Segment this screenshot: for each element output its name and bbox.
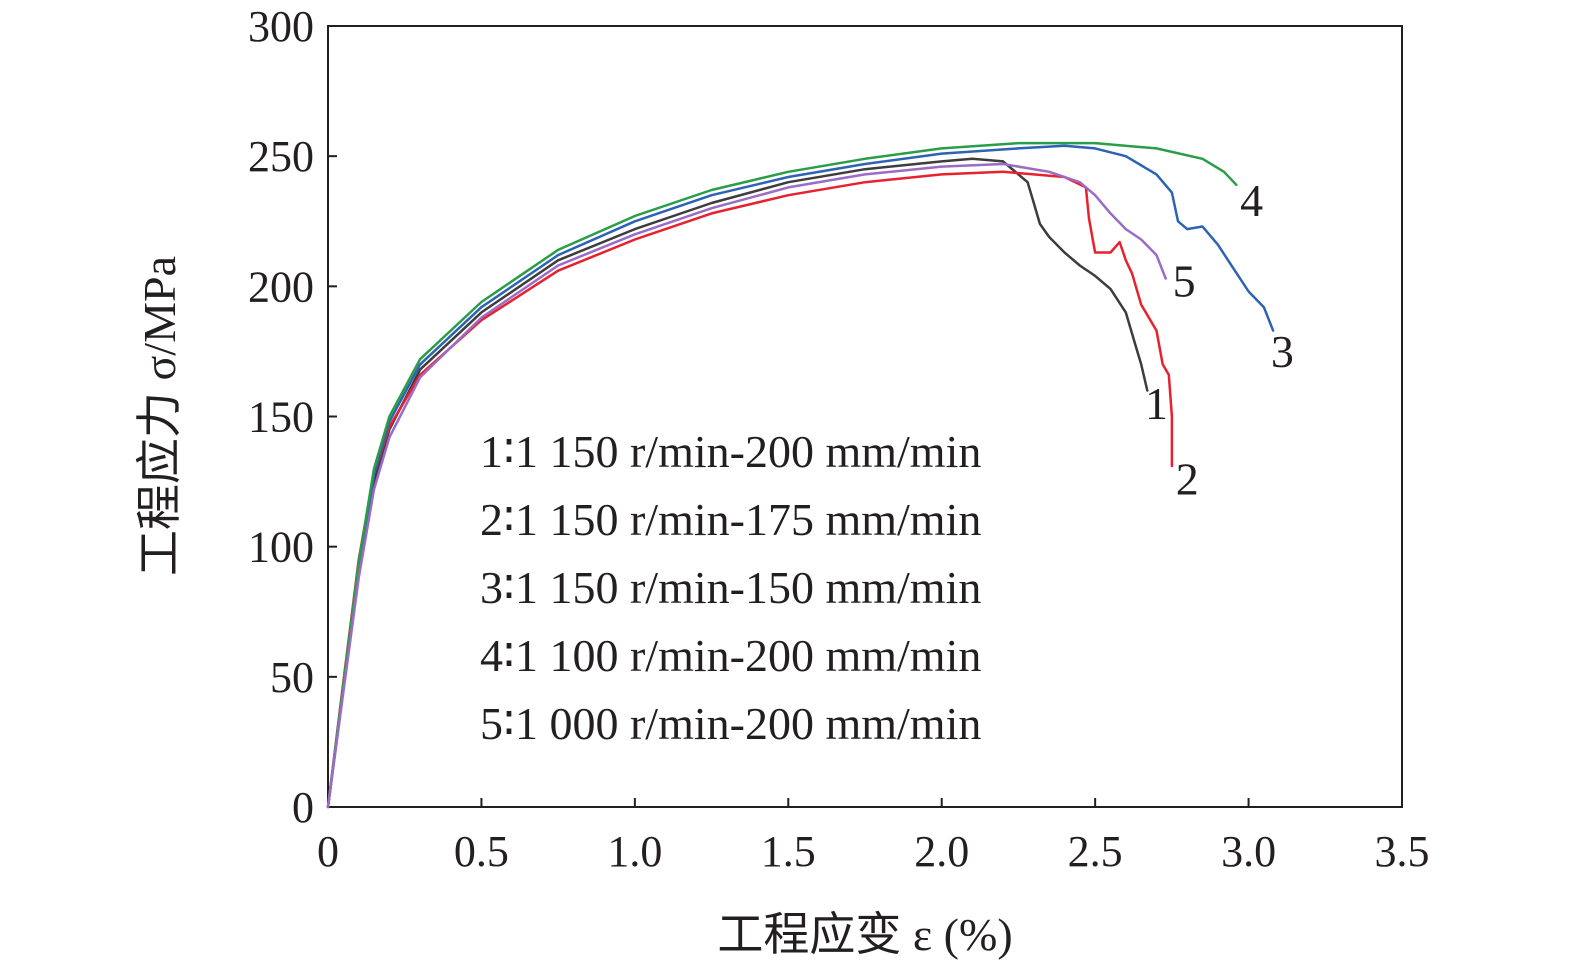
legend-entry-5: 5∶1 000 r/min-200 mm/min <box>480 698 981 749</box>
x-tick-label: 2.0 <box>914 827 969 876</box>
x-tick-label: 3.0 <box>1221 827 1276 876</box>
curve-label-2: 2 <box>1176 454 1199 505</box>
legend-entry-1: 1∶1 150 r/min-200 mm/min <box>480 426 981 477</box>
series-line-4 <box>326 141 1238 809</box>
y-tick-label: 300 <box>248 2 314 51</box>
y-tick-label: 50 <box>270 653 314 702</box>
x-tick-label: 0.5 <box>454 827 509 876</box>
curve-label-4: 4 <box>1240 175 1263 226</box>
y-tick-label: 100 <box>248 523 314 572</box>
x-axis: 0 0.5 1.0 1.5 2.0 2.5 3.0 3.5 <box>317 798 1430 876</box>
legend-entry-2: 2∶1 150 r/min-175 mm/min <box>480 494 981 545</box>
curve-labels: 12 3 45 <box>1145 175 1294 505</box>
x-tick-label: 2.5 <box>1068 827 1123 876</box>
legend-entry-4: 4∶1 100 r/min-200 mm/min <box>480 630 981 681</box>
x-tick-label: 1.5 <box>761 827 816 876</box>
plot-frame <box>327 25 1403 808</box>
y-axis-title: 工程应力 σ/MPa <box>134 256 185 576</box>
curve-label-1: 1 <box>1145 378 1168 429</box>
series-line-2 <box>326 170 1174 809</box>
legend: 1∶1 150 r/min-200 mm/min 2∶1 150 r/min-17… <box>480 426 981 749</box>
x-tick-label: 1.0 <box>607 827 662 876</box>
legend-entry-3: 3∶1 150 r/min-150 mm/min <box>480 562 981 613</box>
series-line-3 <box>326 144 1275 809</box>
curve-label-5: 5 <box>1173 256 1196 307</box>
x-tick-label: 3.5 <box>1375 827 1430 876</box>
series-layer <box>326 141 1275 809</box>
y-axis: 0 50 100 150 200 250 300 <box>248 2 337 832</box>
x-tick-label: 0 <box>317 827 339 876</box>
y-tick-label: 200 <box>248 262 314 311</box>
y-tick-label: 0 <box>292 783 314 832</box>
series-line-5 <box>326 162 1167 809</box>
x-axis-title: 工程应变 ε (%) <box>717 909 1012 960</box>
y-tick-label: 150 <box>248 393 314 442</box>
curve-label-3: 3 <box>1271 326 1294 377</box>
y-tick-label: 250 <box>248 132 314 181</box>
